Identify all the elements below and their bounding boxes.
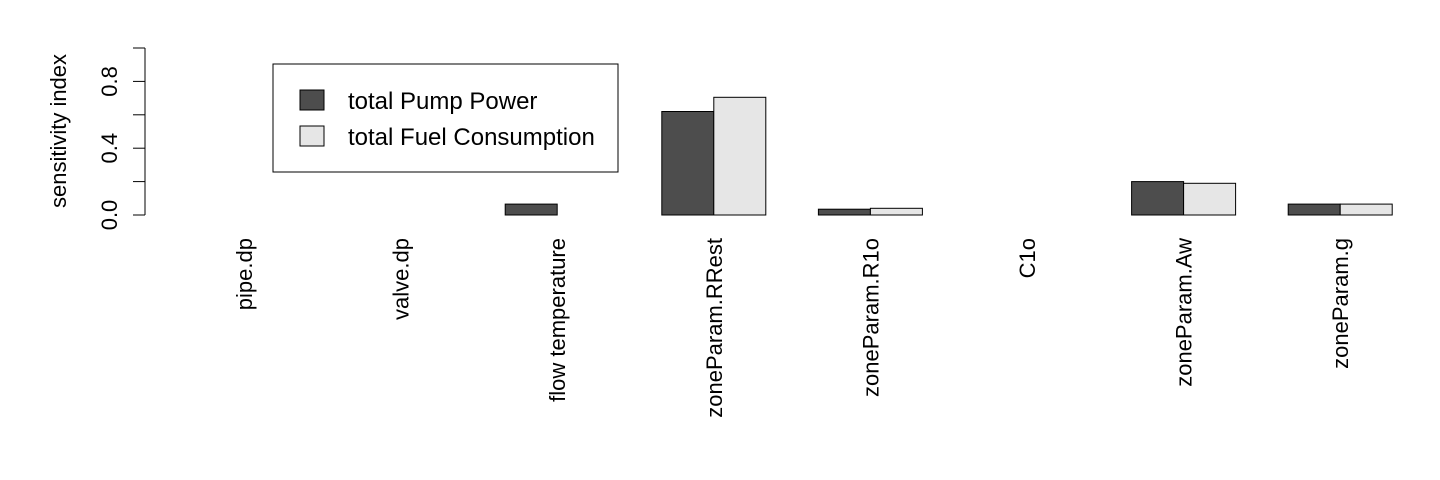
category-labels: pipe.dp valve.dp flow temperature zoneParam… — [232, 238, 1353, 418]
category-label: C1o — [1015, 238, 1040, 278]
bar-fuel-consumption — [713, 96, 767, 216]
category-label: zoneParam.g — [1328, 238, 1353, 369]
category-label: zoneParam.Aw — [1172, 238, 1197, 387]
y-tick-label: 0.0 — [97, 200, 122, 231]
category-label: flow temperature — [545, 238, 570, 402]
legend: total Pump Power total Fuel Consumption — [272, 63, 619, 173]
category-label: valve.dp — [389, 238, 414, 320]
bar-pump-power — [817, 208, 871, 216]
bar-fuel-consumption — [869, 207, 923, 216]
category-label: zoneParam.R1o — [858, 238, 883, 397]
legend-label-pump-power: total Pump Power — [348, 88, 537, 115]
y-axis: 0.0 0.4 0.8 — [97, 47, 146, 231]
legend-label-fuel-consumption: total Fuel Consumption — [348, 124, 595, 151]
bars — [504, 96, 1393, 216]
legend-swatch-fuel-consumption — [299, 125, 325, 147]
bar-pump-power — [504, 203, 558, 216]
category-label: zoneParam.RRest — [702, 238, 727, 418]
bar-fuel-consumption — [1339, 203, 1393, 216]
legend-box — [272, 63, 619, 173]
legend-swatch-pump-power — [299, 89, 325, 111]
y-tick-label: 0.4 — [97, 133, 122, 164]
category-label: pipe.dp — [232, 238, 257, 310]
bar-fuel-consumption — [1183, 182, 1237, 216]
bar-pump-power — [1131, 181, 1185, 216]
bar-pump-power — [661, 111, 715, 216]
y-tick-label: 0.8 — [97, 66, 122, 97]
bar-pump-power — [1287, 203, 1341, 216]
y-axis-title: sensitivity index — [46, 54, 71, 208]
